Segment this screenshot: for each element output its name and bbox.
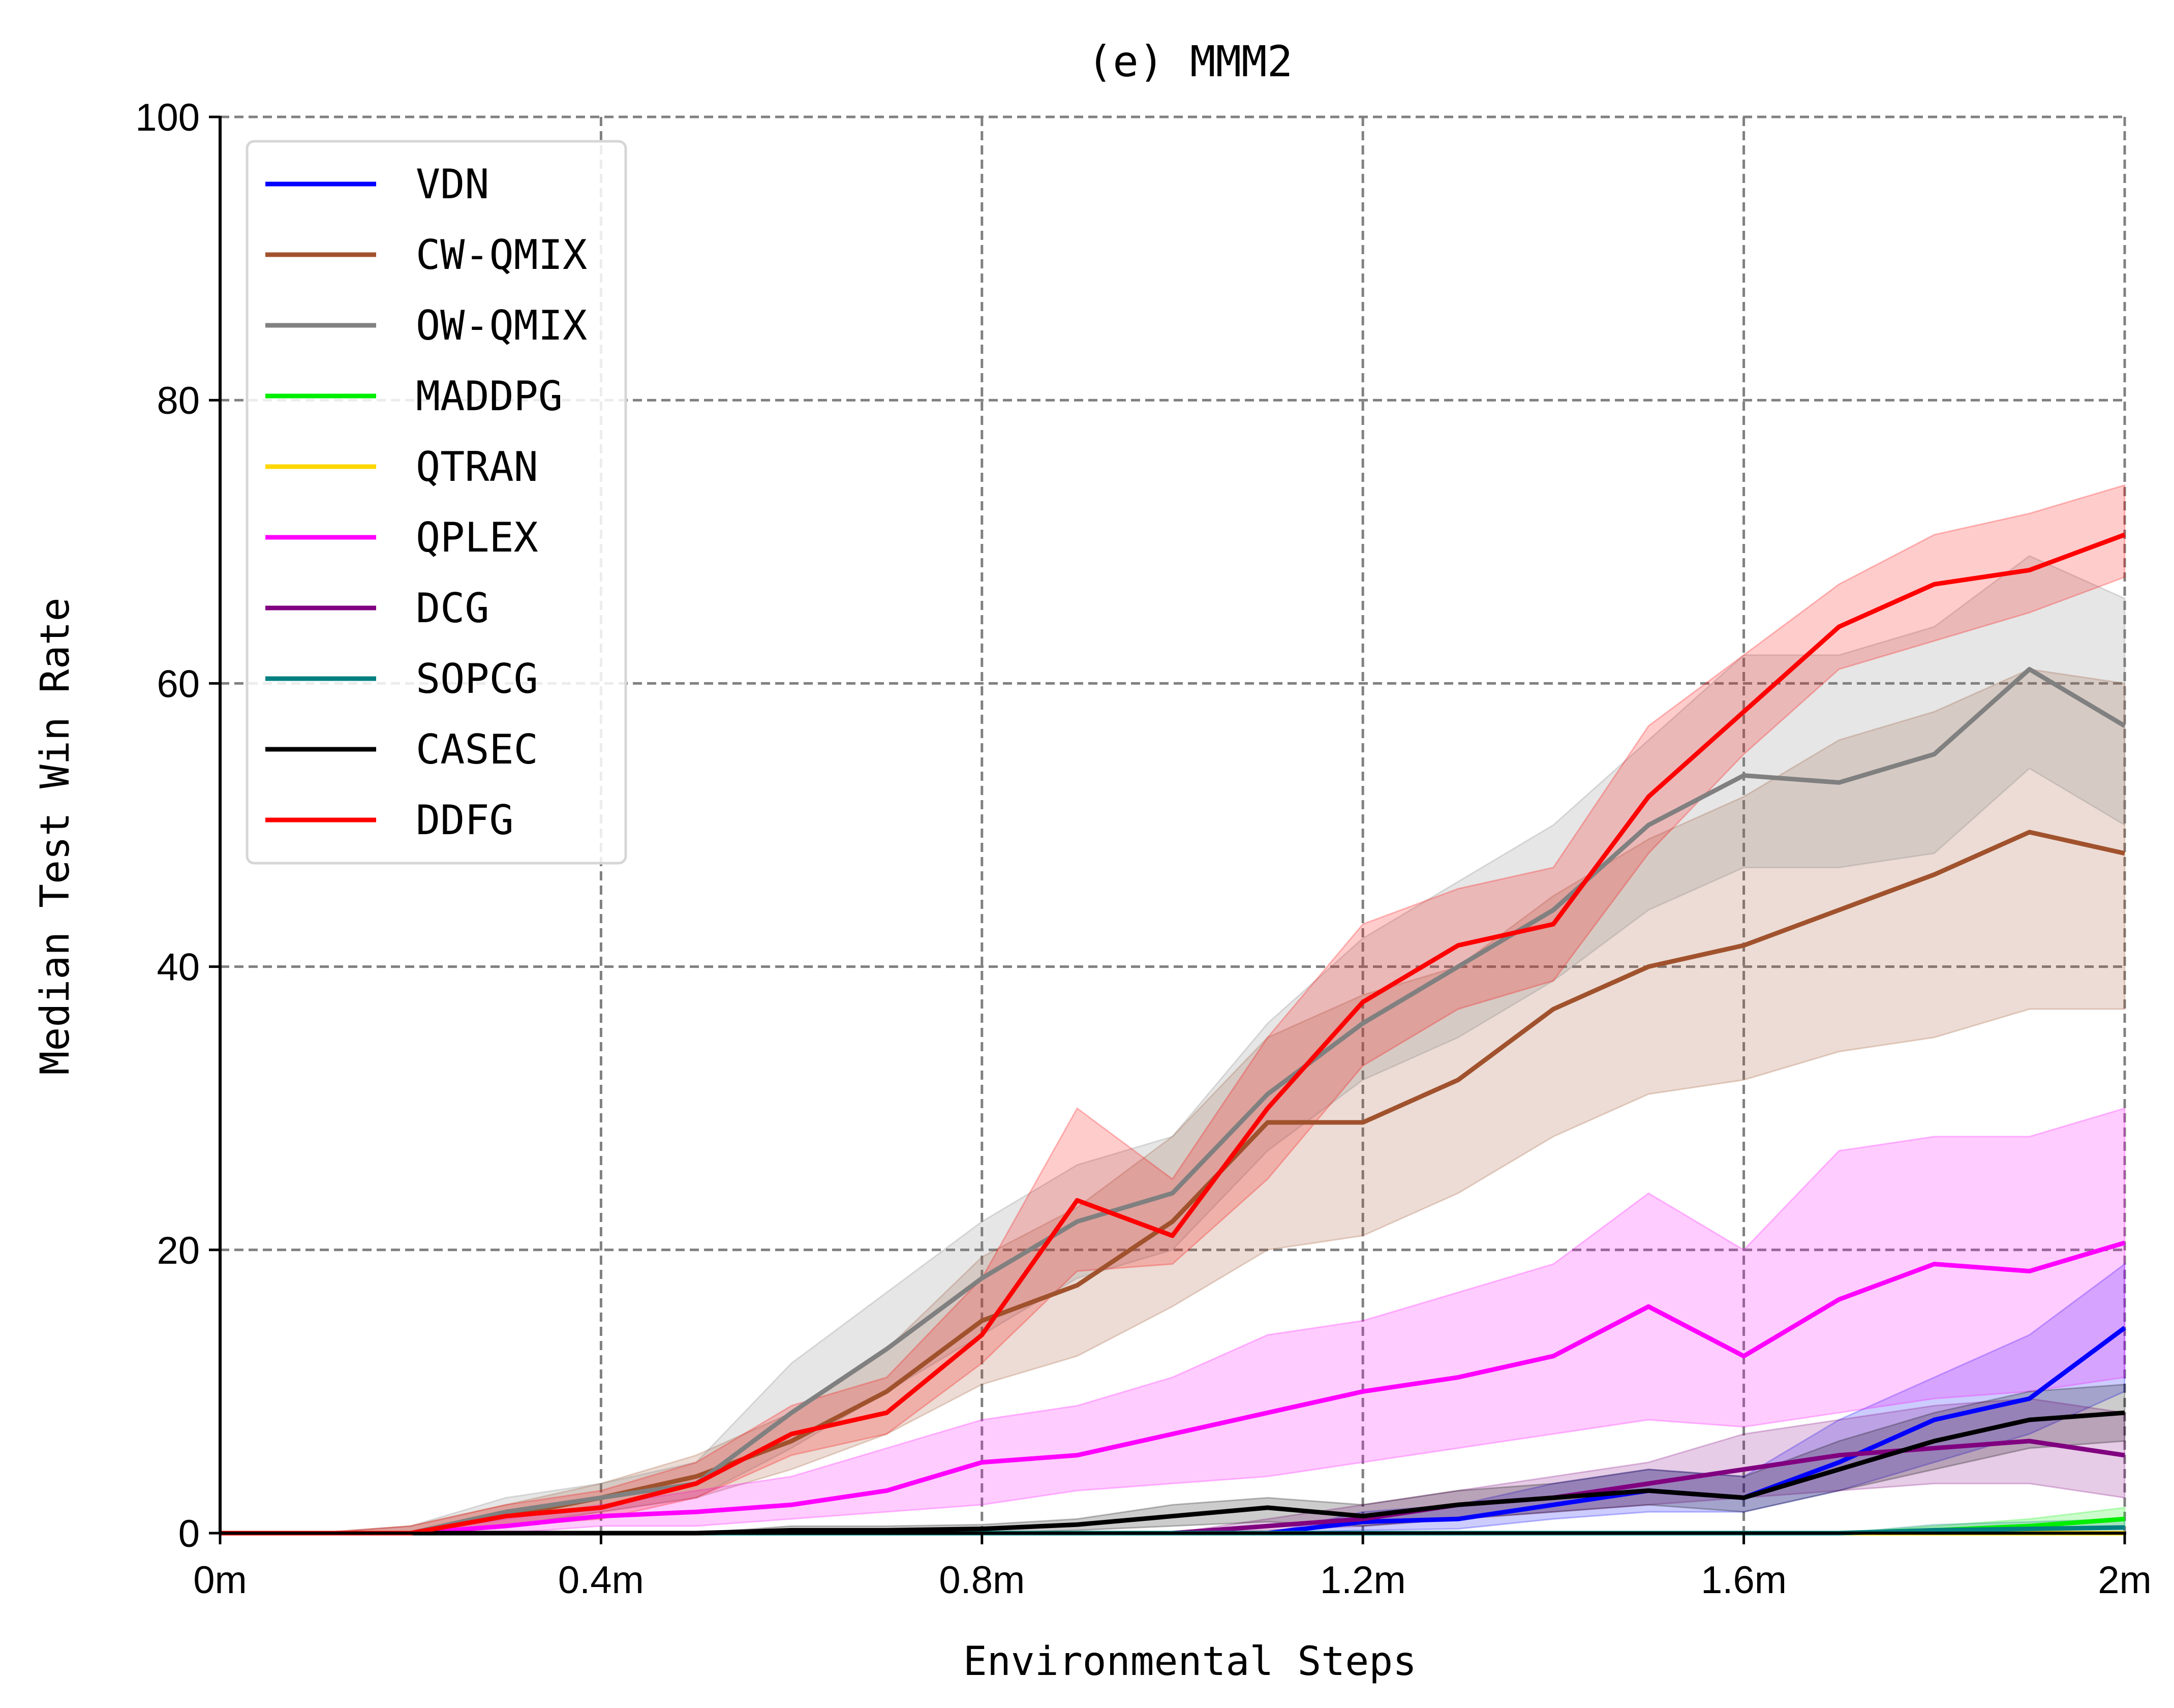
legend-label-cw-qmix: CW-QMIX [416,231,587,279]
y-ticks: 0 20 40 60 80 100 [135,96,220,1556]
x-tick-label: 0m [193,1559,247,1602]
legend-label-qtran: QTRAN [416,443,538,491]
legend-label-vdn: VDN [416,161,489,208]
legend-box [246,140,627,865]
x-axis-title: Environmental Steps [963,1639,1417,1685]
legend-label-qplex: QPLEX [416,514,538,561]
x-tick-label: 1.6m [1701,1559,1787,1602]
band-ddfg [220,484,2126,1534]
series-line-qplex [220,1240,2126,1536]
y-tick-label: 40 [157,946,200,989]
legend-label-ddfg: DDFG [416,797,514,844]
legend-label-sopcg: SOPCG [416,655,538,703]
series-line-ow-qmix [220,667,2126,1536]
x-tick-label: 0.4m [558,1559,644,1602]
legend-label-dcg: DCG [416,585,489,632]
y-tick-label: 60 [157,662,200,706]
legend-label-maddpg: MADDPG [416,373,563,420]
x-tick-label: 2m [2098,1559,2152,1602]
axes [219,116,2126,1535]
y-tick-label: 20 [157,1229,200,1272]
y-tick-label: 0 [178,1512,200,1556]
chart-title: (e) MMM2 [1087,37,1293,86]
y-tick-label: 100 [135,96,200,139]
y-axis-title: Median Test Win Rate [33,597,78,1075]
series-line-ddfg [220,532,2126,1536]
x-tick-label: 0.8m [939,1559,1025,1602]
legend: VDN CW-QMIX OW-QMIX MADDPG QTRAN QPLEX DCG SOPC… [246,140,627,865]
legend-label-ow-qmix: OW-QMIX [416,302,587,349]
series-line-cw-qmix [220,830,2125,1536]
legend-label-casec: CASEC [416,726,538,773]
y-tick-label: 80 [157,379,200,422]
x-ticks: 0m 0.4m 0.8m 1.2m 1.6m 2m [193,1533,2152,1602]
x-tick-label: 1.2m [1320,1559,1406,1602]
